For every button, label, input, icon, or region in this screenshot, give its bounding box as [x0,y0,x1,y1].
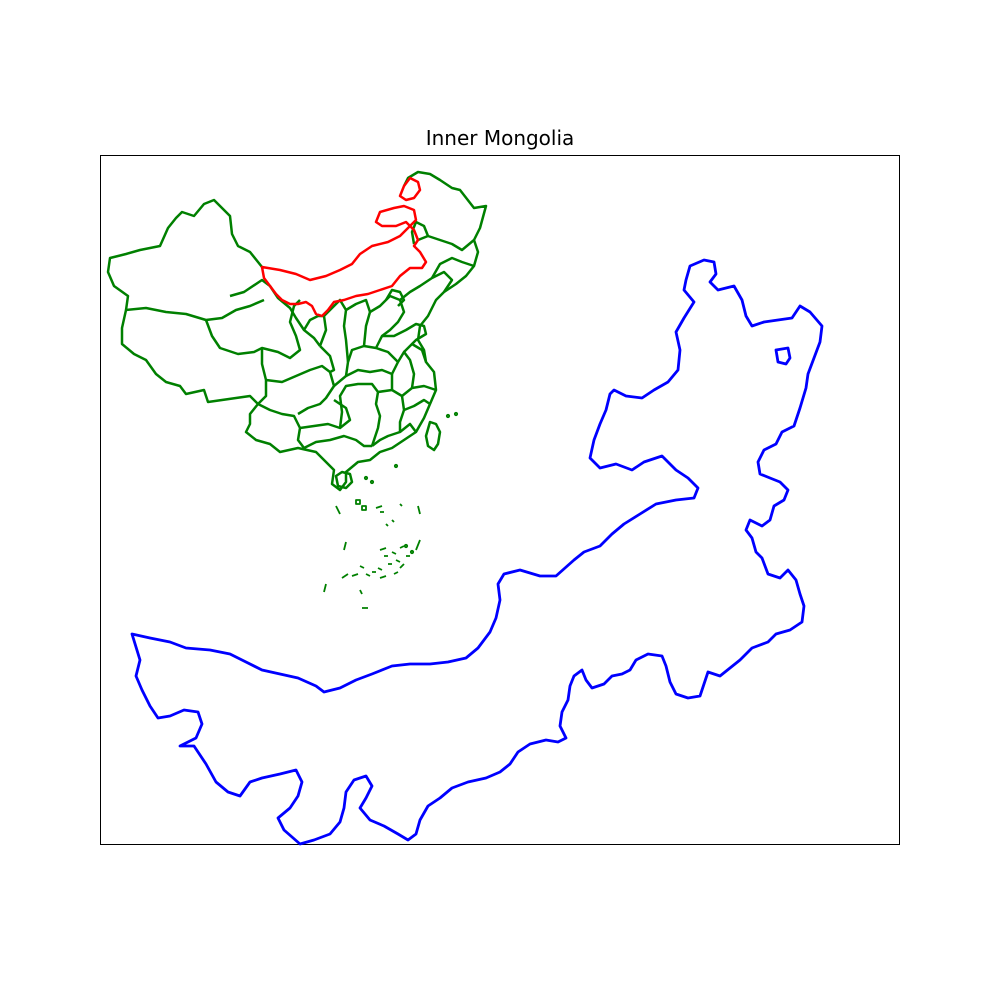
boundary-gansu [229,278,321,347]
boundary-ningxia [302,314,324,331]
boundary-shandong [382,322,428,345]
boundary-jilin [430,256,475,279]
map-frame [100,155,900,845]
boundary-jiangsu [403,342,428,363]
boundary-qinghai [204,299,302,360]
northeast-enclave [774,346,792,366]
boundary-hebei [369,294,406,349]
boundary-jiangxi [377,388,406,432]
boundary-liaoning [399,270,454,301]
boundary-shanxi [345,298,372,347]
boundary-beijing [384,288,406,307]
south-china-sea-islands [323,411,459,609]
boundary-anhui [390,350,416,389]
boundary-guangdong [371,422,417,447]
china-provinces-inset [106,170,488,609]
boundary-xinjiang-tibet [125,298,265,322]
taiwan-island [424,420,442,452]
boundary-hubei [333,368,394,390]
boundary-guangxi [303,434,372,450]
boundary-heilongjiang [410,220,475,252]
boundary-hunan [338,382,382,447]
boundary-fujian [403,398,431,412]
boundary-shaanxi [318,298,350,374]
inner-mongolia-highlight [260,176,428,318]
map-title: Inner Mongolia [425,126,575,150]
boundary-sichuan [265,364,336,416]
boundary-yunnan [257,402,305,449]
boundary-tibet-sichuan [257,348,268,405]
boundary-zhejiang [401,384,437,397]
inner-mongolia-outline [130,258,824,846]
hainan-island [334,470,354,490]
china-outline-west [106,170,488,492]
